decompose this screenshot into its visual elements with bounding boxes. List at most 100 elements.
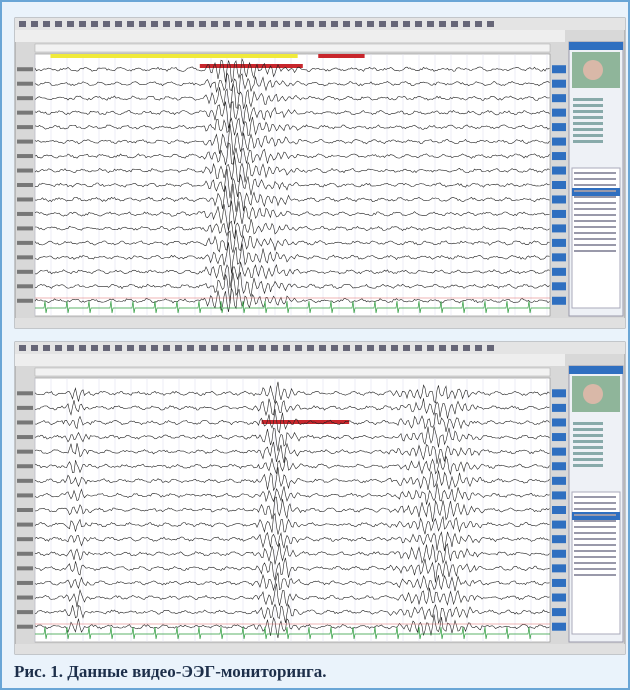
- channel-label: [17, 625, 33, 629]
- tool-icon: [43, 21, 50, 27]
- event-row: [574, 526, 616, 528]
- channel-button: [552, 181, 566, 189]
- channel-label: [17, 255, 33, 259]
- channel-button: [552, 462, 566, 470]
- event-row: [574, 238, 616, 240]
- tool-icon: [415, 21, 422, 27]
- channel-button: [552, 448, 566, 456]
- checkbox-row: [573, 434, 603, 437]
- channel-label: [17, 154, 33, 158]
- tool-icon: [379, 345, 386, 351]
- channel-label: [17, 96, 33, 100]
- checkbox-row: [573, 452, 603, 455]
- channel-label: [17, 111, 33, 115]
- video-subject: [583, 384, 603, 404]
- event-row: [574, 178, 616, 180]
- time-ruler: [35, 368, 550, 376]
- channel-button: [552, 433, 566, 441]
- checkbox-row: [573, 134, 603, 137]
- tool-icon: [259, 345, 266, 351]
- tool-icon: [175, 21, 182, 27]
- checkbox-row: [573, 458, 603, 461]
- checkbox-row: [573, 128, 603, 131]
- tool-icon: [55, 21, 62, 27]
- channel-label: [17, 537, 33, 541]
- tool-icon: [163, 21, 170, 27]
- tool-icon: [187, 21, 194, 27]
- tool-icon: [211, 345, 218, 351]
- tool-icon: [235, 345, 242, 351]
- channel-button: [552, 564, 566, 572]
- channel-button: [552, 550, 566, 558]
- event-row: [574, 250, 616, 252]
- checkbox-row: [573, 428, 603, 431]
- channel-button: [552, 297, 566, 305]
- channel-label: [17, 523, 33, 527]
- tool-icon: [103, 345, 110, 351]
- figure-caption: Рис. 1. Данные видео-ЭЭГ-мониторинга.: [14, 662, 326, 682]
- channel-button: [552, 253, 566, 261]
- channel-button: [552, 491, 566, 499]
- tool-icon: [295, 345, 302, 351]
- channel-label: [17, 140, 33, 144]
- event-row: [574, 190, 616, 192]
- tool-icon: [415, 345, 422, 351]
- tool-icon: [127, 21, 134, 27]
- event-row: [574, 202, 616, 204]
- tool-icon: [439, 21, 446, 27]
- event-row: [574, 562, 616, 564]
- tool-icon: [367, 21, 374, 27]
- tool-icon: [391, 21, 398, 27]
- annotation-bar: [50, 54, 297, 58]
- tool-icon: [79, 21, 86, 27]
- checkbox-row: [573, 446, 603, 449]
- tool-icon: [319, 345, 326, 351]
- channel-button: [552, 65, 566, 73]
- tool-icon: [463, 21, 470, 27]
- channel-label: [17, 566, 33, 570]
- channel-button: [552, 521, 566, 529]
- tool-icon: [283, 21, 290, 27]
- event-row: [574, 502, 616, 504]
- event-row: [574, 214, 616, 216]
- tool-icon: [31, 345, 38, 351]
- channel-button: [552, 80, 566, 88]
- channel-label: [17, 391, 33, 395]
- tool-icon: [91, 21, 98, 27]
- event-row: [574, 514, 616, 516]
- tool-icon: [475, 21, 482, 27]
- channel-label: [17, 197, 33, 201]
- tool-icon: [163, 345, 170, 351]
- tool-icon: [331, 21, 338, 27]
- tool-icon: [487, 345, 494, 351]
- checkbox-row: [573, 122, 603, 125]
- channel-label: [17, 479, 33, 483]
- tool-icon: [31, 21, 38, 27]
- eeg-area: [35, 378, 550, 642]
- checkbox-row: [573, 140, 603, 143]
- channel-button: [552, 477, 566, 485]
- tool-icon: [355, 21, 362, 27]
- channel-label: [17, 270, 33, 274]
- channel-label: [17, 552, 33, 556]
- tool-icon: [43, 345, 50, 351]
- event-row: [574, 550, 616, 552]
- channel-label: [17, 212, 33, 216]
- tool-icon: [223, 21, 230, 27]
- channel-button: [552, 152, 566, 160]
- tool-icon: [403, 21, 410, 27]
- panel-header: [569, 366, 623, 374]
- tool-icon: [79, 345, 86, 351]
- channel-button: [552, 138, 566, 146]
- tool-icon: [139, 21, 146, 27]
- tool-icon: [463, 345, 470, 351]
- event-row: [574, 568, 616, 570]
- event-row: [574, 520, 616, 522]
- tool-icon: [271, 345, 278, 351]
- checkbox-row: [573, 110, 603, 113]
- checkbox-row: [573, 440, 603, 443]
- tool-icon: [403, 345, 410, 351]
- channel-button: [552, 418, 566, 426]
- event-row: [574, 220, 616, 222]
- channel-label: [17, 183, 33, 187]
